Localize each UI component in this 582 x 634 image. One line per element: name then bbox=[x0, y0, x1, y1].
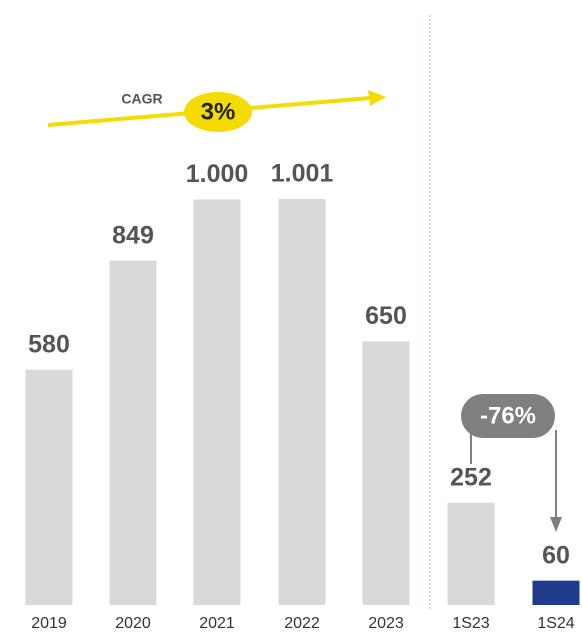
bar bbox=[278, 199, 326, 605]
cagr-badge bbox=[184, 92, 252, 132]
x-tick-label: 1S24 bbox=[537, 615, 574, 632]
value-label: 650 bbox=[365, 302, 407, 330]
bar bbox=[362, 341, 410, 605]
cagr-label: CAGR bbox=[121, 91, 162, 107]
value-label: 1.001 bbox=[271, 160, 334, 188]
x-tick-label: 2023 bbox=[368, 615, 404, 632]
bar bbox=[25, 369, 73, 605]
bar bbox=[532, 580, 580, 605]
bar bbox=[109, 260, 157, 605]
change-badge bbox=[461, 394, 555, 438]
change-value: -76% bbox=[480, 402, 536, 429]
value-label: 580 bbox=[28, 330, 70, 358]
value-label: 849 bbox=[112, 221, 154, 249]
x-tick-label: 1S23 bbox=[452, 615, 489, 632]
bar bbox=[193, 199, 241, 606]
change-arrowhead bbox=[550, 517, 562, 532]
cagr-value: 3% bbox=[201, 98, 236, 125]
x-tick-label: 2020 bbox=[115, 615, 151, 632]
value-label: 1.000 bbox=[186, 160, 249, 188]
value-label: 252 bbox=[450, 463, 492, 491]
bar bbox=[447, 502, 495, 605]
cagr-arrowhead bbox=[368, 90, 386, 106]
x-tick-label: 2021 bbox=[199, 615, 235, 632]
x-tick-label: 2022 bbox=[284, 615, 320, 632]
value-label: 60 bbox=[542, 541, 570, 569]
x-tick-label: 2019 bbox=[31, 615, 67, 632]
